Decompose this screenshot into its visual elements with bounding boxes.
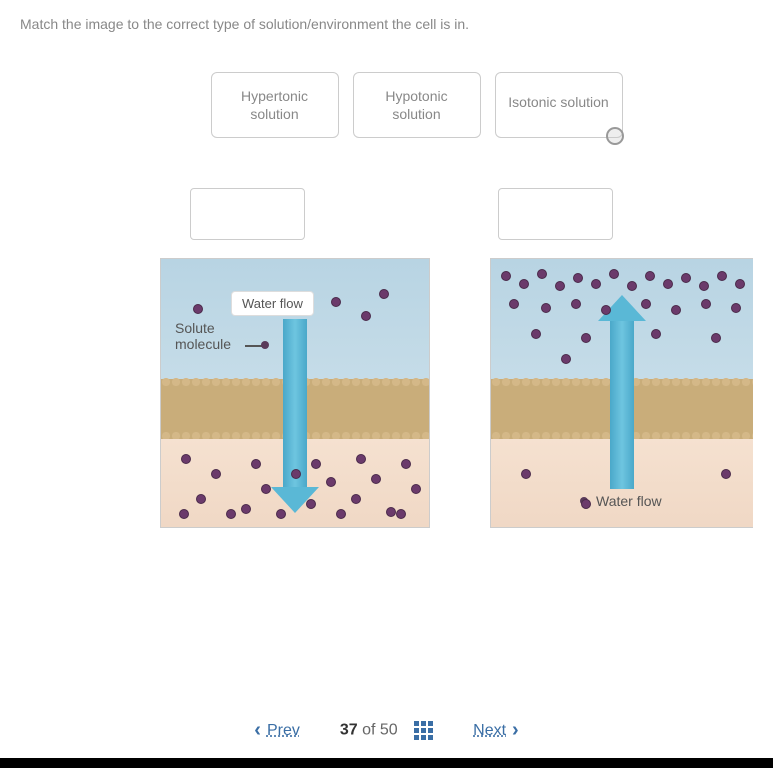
grid-icon[interactable] [414, 721, 433, 740]
next-button[interactable]: Next › [473, 719, 519, 742]
choice-label-line2: solution [392, 106, 440, 122]
diagram-left: Water flow Solute molecule [160, 258, 430, 528]
drop-zone-left[interactable] [190, 188, 305, 240]
choice-label-line1: Hypotonic [385, 88, 447, 104]
current-page: 37 [340, 722, 358, 739]
footer-nav: ‹ Prev 37 of 50 Next › [0, 709, 773, 752]
chevron-left-icon: ‹ [254, 719, 261, 742]
water-flow-arrow-down [283, 319, 307, 489]
of-label: of [362, 722, 375, 739]
diagrams-row: Water flow Solute molecule Water flow [160, 258, 753, 528]
drop-zones-row [190, 188, 613, 240]
choice-hypertonic[interactable]: Hypertonic solution [211, 72, 339, 138]
diagram-right: Water flow [490, 258, 753, 528]
total-pages: 50 [380, 722, 398, 739]
choice-hypotonic[interactable]: Hypotonic solution [353, 72, 481, 138]
next-label: Next [473, 722, 506, 740]
water-flow-arrow-up [610, 319, 634, 489]
solute-molecule-label: Solute molecule [175, 321, 231, 352]
choice-label-line1: Isotonic solution [508, 94, 608, 110]
question-text: Match the image to the correct type of s… [20, 16, 753, 32]
choice-isotonic[interactable]: Isotonic solution [495, 72, 623, 138]
water-flow-label: Water flow [596, 493, 662, 509]
bottom-black-bar [0, 758, 773, 768]
drop-zone-right[interactable] [498, 188, 613, 240]
prev-button[interactable]: ‹ Prev [254, 719, 300, 742]
prev-label: Prev [267, 722, 300, 740]
chevron-right-icon: › [512, 719, 519, 742]
cursor-indicator-icon [606, 127, 624, 145]
choice-label-line1: Hypertonic [241, 88, 308, 104]
page-indicator: 37 of 50 [340, 721, 433, 740]
page-container: Match the image to the correct type of s… [0, 0, 773, 768]
water-flow-label: Water flow [231, 291, 314, 316]
choices-row: Hypertonic solution Hypotonic solution I… [80, 72, 753, 138]
choice-label-line2: solution [250, 106, 298, 122]
